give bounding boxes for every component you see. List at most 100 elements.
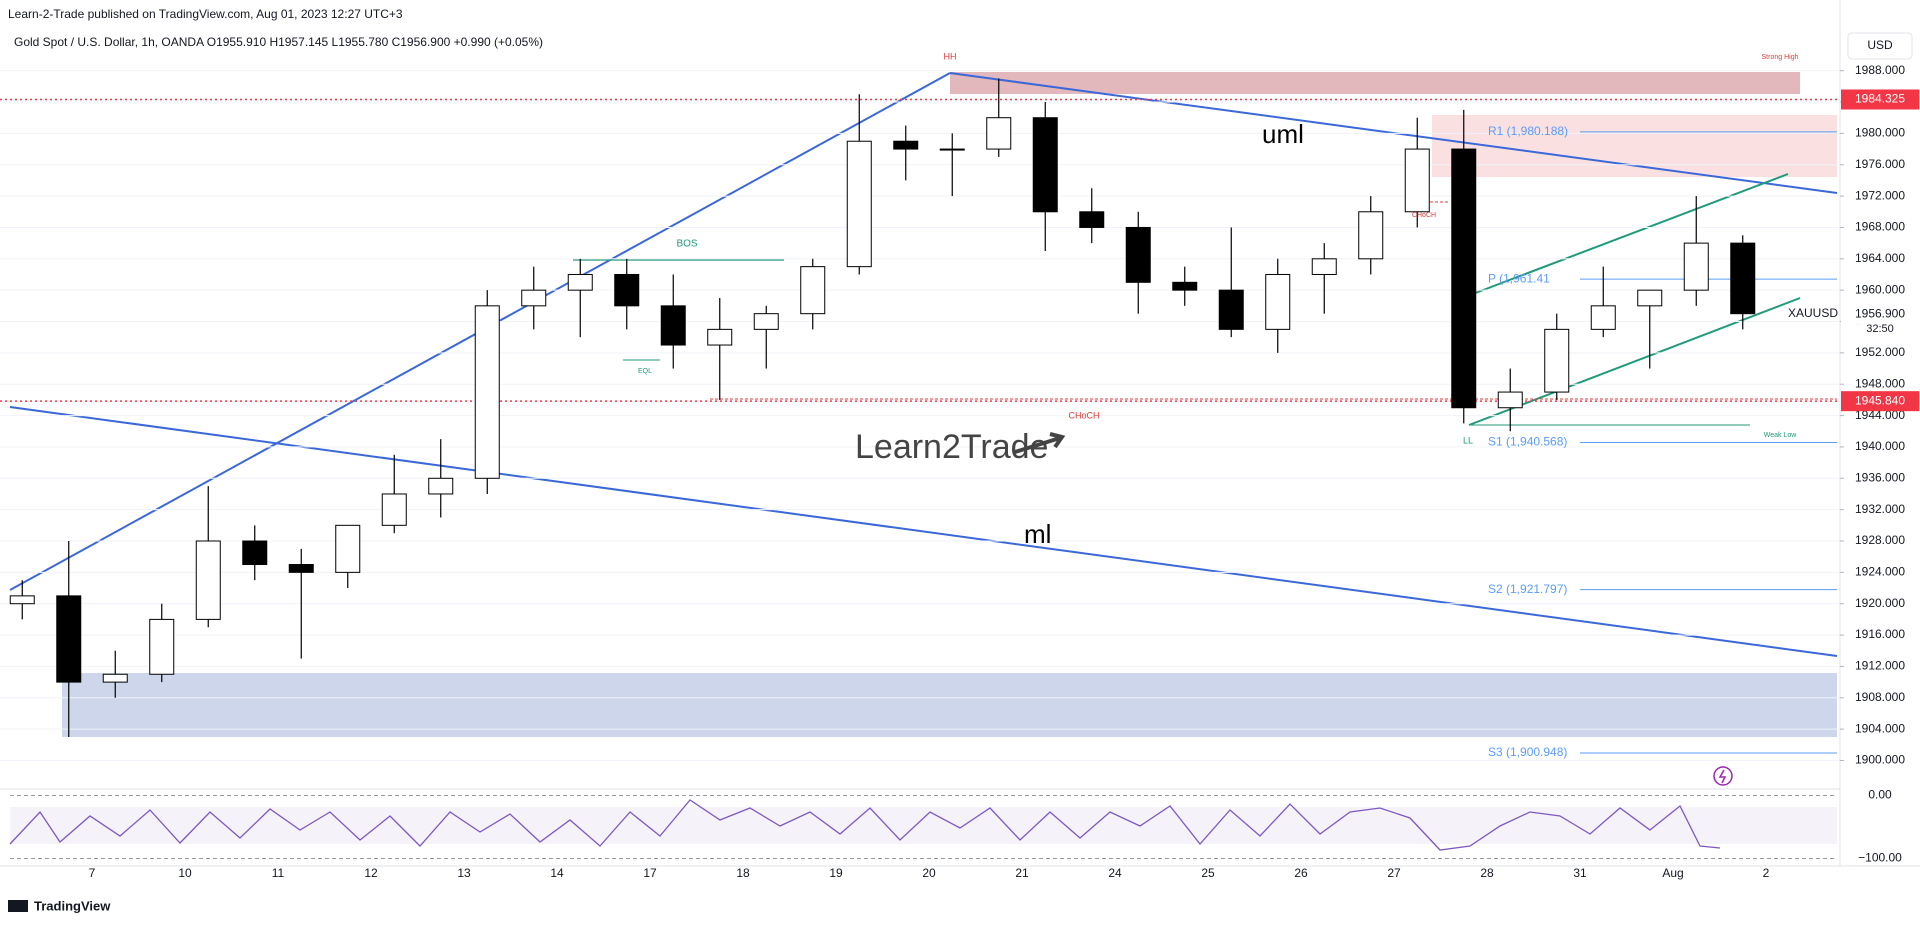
- choch-small-label: CHoCH: [1412, 212, 1436, 219]
- candle-body: [102, 673, 128, 683]
- currency-button[interactable]: [1847, 32, 1913, 60]
- channel-lower: [1468, 297, 1801, 426]
- candle-body: [9, 595, 35, 605]
- price-tag-label: 1945.840: [1855, 393, 1905, 407]
- uml-label: uml: [1262, 119, 1304, 149]
- pivot-label: R1 (1,980.188): [1488, 124, 1568, 138]
- price-tag: [1841, 391, 1919, 412]
- y-tick-label: 1972.000: [1855, 188, 1905, 202]
- y-tick-label: 1976.000: [1855, 157, 1905, 171]
- x-tick-label: 13: [457, 866, 471, 880]
- hh-label: HH: [944, 51, 957, 61]
- weak-low-label: Weak Low: [1764, 432, 1797, 439]
- indicator-line: [9, 799, 1721, 851]
- indicator-band: [10, 807, 1837, 844]
- indicator-tick-label: −100.00: [1858, 851, 1902, 865]
- candle-body: [846, 140, 872, 268]
- y-tick-label: 1960.000: [1855, 282, 1905, 296]
- candle-body: [1265, 273, 1291, 330]
- candle-body: [1311, 258, 1337, 275]
- candle-body: [521, 289, 547, 307]
- ll-label: LL: [1463, 435, 1473, 445]
- y-tick-label: 1940.000: [1855, 439, 1905, 453]
- currency[interactable]: USD: [1867, 38, 1893, 52]
- candle-body: [1683, 242, 1709, 291]
- candle-body: [1404, 148, 1430, 213]
- y-tick-label: 1924.000: [1855, 565, 1905, 579]
- y-tick-label: 1908.000: [1855, 690, 1905, 704]
- candle-body: [1358, 211, 1384, 260]
- candle-body: [567, 273, 593, 291]
- pivot-label: S3 (1,900.948): [1488, 745, 1567, 759]
- ml-label: ml: [1024, 519, 1051, 549]
- candle-body: [1637, 289, 1663, 307]
- y-tick-label: 1988.000: [1855, 63, 1905, 77]
- published-line: Learn-2-Trade published on TradingView.c…: [8, 7, 403, 21]
- candle-body: [707, 328, 733, 346]
- alert-bolt[interactable]: [1718, 769, 1727, 784]
- alert-icon[interactable]: [1713, 766, 1733, 786]
- ml-line: [9, 406, 1838, 657]
- x-tick-label: 25: [1201, 866, 1215, 880]
- y-tick-label: 1936.000: [1855, 470, 1905, 484]
- candle-body: [1730, 242, 1756, 315]
- price-axis-bg: [1840, 0, 1920, 926]
- x-tick-label: Aug: [1662, 866, 1683, 880]
- y-tick-label: 1904.000: [1855, 721, 1905, 735]
- x-tick-label: 2: [1763, 866, 1770, 880]
- x-tick-label: 27: [1387, 866, 1401, 880]
- price-tag-label: 1984.325: [1855, 92, 1905, 106]
- x-tick-label: 26: [1294, 866, 1308, 880]
- x-tick-label: 20: [922, 866, 936, 880]
- footer-brand: TradingView: [34, 898, 111, 913]
- candle-body: [288, 564, 314, 573]
- candle-body: [428, 477, 454, 495]
- candle-body: [939, 148, 965, 151]
- x-tick-label: 21: [1015, 866, 1029, 880]
- y-tick-label: 1920.000: [1855, 596, 1905, 610]
- price-tag: [1841, 89, 1919, 110]
- candle-body: [474, 305, 500, 479]
- x-tick-label: 11: [272, 866, 285, 880]
- x-tick-label: 17: [643, 866, 657, 880]
- y-tick-label: 1912.000: [1855, 659, 1905, 673]
- choch-label: CHoCH: [1068, 410, 1099, 420]
- x-tick-label: 19: [829, 866, 843, 880]
- strong-high-zone: [950, 72, 1800, 94]
- demand-zone: [62, 673, 1837, 737]
- y-tick-label: 1968.000: [1855, 220, 1905, 234]
- price-tag-label: 1956.900: [1855, 307, 1905, 321]
- y-tick-label: 1916.000: [1855, 627, 1905, 641]
- x-tick-label: 28: [1480, 866, 1494, 880]
- candle-body: [1079, 211, 1105, 228]
- pivot-label: S2 (1,921.797): [1488, 582, 1567, 596]
- y-tick-label: 1952.000: [1855, 345, 1905, 359]
- candle-body: [1544, 328, 1570, 393]
- y-tick-label: 1980.000: [1855, 126, 1905, 140]
- channel-upper: [1456, 173, 1789, 301]
- bos-label: BOS: [676, 239, 697, 250]
- candle-body: [381, 493, 407, 526]
- supply-zone: [1432, 115, 1837, 177]
- candle-body: [986, 117, 1012, 150]
- candle-body: [1032, 117, 1058, 213]
- footer-logo: [8, 900, 28, 912]
- y-tick-label: 1964.000: [1855, 251, 1905, 265]
- eql-label: EQL: [638, 368, 652, 375]
- x-tick-label: 14: [550, 866, 564, 880]
- candle-body: [1451, 148, 1477, 409]
- watermark: Learn2Trade: [855, 428, 1048, 466]
- x-tick-label: 10: [178, 866, 192, 880]
- candle-body: [1172, 281, 1198, 291]
- candle-body: [1590, 305, 1616, 330]
- candle-body: [753, 313, 779, 330]
- y-tick-label: 1928.000: [1855, 533, 1905, 547]
- candle-body: [149, 618, 175, 675]
- x-tick-label: 24: [1108, 866, 1122, 880]
- candle-body: [195, 540, 221, 620]
- pivot-label: P (1,961.41: [1488, 271, 1550, 285]
- candle-body: [893, 140, 919, 150]
- x-tick-label: 31: [1573, 866, 1587, 880]
